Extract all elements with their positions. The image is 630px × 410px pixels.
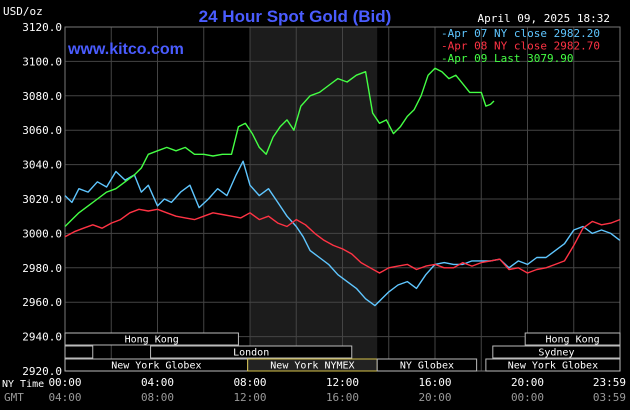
session-bar bbox=[485, 358, 621, 372]
site-watermark[interactable]: www.kitco.com bbox=[67, 41, 184, 58]
x-tick-label: 04:00 bbox=[141, 376, 174, 389]
y-tick-label: 3080.0 bbox=[22, 90, 62, 103]
x-tick-label-gmt: 04:00 bbox=[48, 391, 81, 404]
series-line-3 bbox=[64, 67, 495, 227]
session-bar bbox=[492, 345, 621, 359]
session-label: London bbox=[233, 348, 269, 359]
legend-entry: -Apr 09 Last 3079.90 bbox=[441, 52, 573, 65]
y-tick-label: 3100.0 bbox=[22, 55, 62, 68]
session-label: Sydney bbox=[538, 348, 574, 359]
x-tick-label: 12:00 bbox=[326, 376, 359, 389]
session-label: Hong Kong bbox=[125, 335, 179, 346]
session-label: Hong Kong bbox=[546, 335, 600, 346]
x-tick-label-gmt: 16:00 bbox=[326, 391, 359, 404]
y-tick-label: 2960.0 bbox=[22, 296, 62, 309]
session-label: New York Globex bbox=[111, 361, 201, 372]
y-tick-label: 3060.0 bbox=[22, 124, 62, 137]
gmt-label: GMT bbox=[4, 391, 24, 404]
session-label: NY Globex bbox=[400, 361, 454, 372]
x-tick-label-gmt: 20:00 bbox=[418, 391, 451, 404]
session-bar bbox=[64, 332, 239, 346]
y-tick-label: 2920.0 bbox=[22, 365, 62, 378]
y-tick-label: 3040.0 bbox=[22, 159, 62, 172]
x-tick-label-gmt: 12:00 bbox=[233, 391, 266, 404]
chart-title: 24 Hour Spot Gold (Bid) bbox=[199, 7, 392, 26]
session-bar bbox=[64, 345, 94, 359]
legend-entry: -Apr 08 NY close 2982.70 bbox=[441, 40, 600, 53]
x-tick-label: 20:00 bbox=[511, 376, 544, 389]
x-tick-label: 08:00 bbox=[233, 376, 266, 389]
x-tick-label: 16:00 bbox=[418, 376, 451, 389]
legend-entry: -Apr 07 NY close 2982.20 bbox=[441, 27, 600, 40]
y-tick-label: 3000.0 bbox=[22, 227, 62, 240]
x-tick-label-gmt: 00:00 bbox=[511, 391, 544, 404]
x-tick-label: 23:59 bbox=[593, 376, 626, 389]
legend: -Apr 07 NY close 2982.20-Apr 08 NY close… bbox=[441, 27, 600, 65]
series-line-1 bbox=[64, 160, 621, 307]
y-tick-label: 2940.0 bbox=[22, 331, 62, 344]
session-label: New York NYMEX bbox=[270, 361, 354, 372]
unit-label: USD/oz bbox=[3, 5, 43, 18]
y-tick-label: 3020.0 bbox=[22, 193, 62, 206]
session-label: New York Globex bbox=[508, 361, 598, 372]
x-tick-label: 00:00 bbox=[48, 376, 81, 389]
session-bar bbox=[150, 345, 353, 359]
y-tick-label: 3120.0 bbox=[22, 21, 62, 34]
ny-time-label: NY Time bbox=[2, 379, 44, 390]
x-tick-label-gmt: 03:59 bbox=[593, 391, 626, 404]
timestamp: April 09, 2025 18:32 bbox=[478, 12, 610, 25]
y-tick-label: 2980.0 bbox=[22, 262, 62, 275]
series-line-2 bbox=[64, 208, 621, 274]
session-bar bbox=[524, 332, 621, 346]
x-tick-label-gmt: 08:00 bbox=[141, 391, 174, 404]
session-bar bbox=[376, 358, 478, 372]
